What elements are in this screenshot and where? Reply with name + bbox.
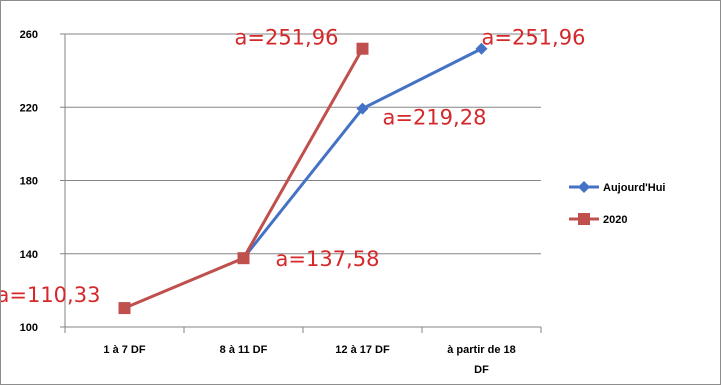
marker-square — [356, 42, 369, 55]
x-tick-label: à partir de 18 DF — [447, 344, 515, 376]
y-tick-label: 140 — [20, 249, 38, 261]
data-annotation: a=137,58 — [276, 247, 380, 271]
y-tick-label: 260 — [20, 29, 38, 41]
data-annotation: a=251,96 — [482, 26, 586, 50]
legend-item: Aujourd'Hui — [569, 181, 666, 194]
x-tick-label: 12 à 17 DF — [335, 344, 390, 356]
x-tick-label: 1 à 7 DF — [103, 344, 145, 356]
marker-square — [118, 302, 131, 315]
axes: 100 140 180 220 260 1 à 7 DF 8 à 11 DF 12 à 17 … — [20, 29, 542, 376]
y-tick-label: 180 — [20, 176, 38, 188]
marker-diamond — [475, 42, 488, 55]
series — [118, 42, 488, 315]
gridlines — [65, 33, 541, 255]
legend-label: Aujourd'Hui — [603, 182, 666, 194]
series-line — [242, 47, 483, 260]
y-tick-label: 100 — [20, 322, 38, 334]
marker-square — [578, 213, 590, 225]
x-tick-label: 8 à 11 DF — [220, 344, 268, 356]
series-aujourd-hui — [237, 42, 488, 265]
data-annotation: a=219,28 — [383, 106, 487, 130]
marker-diamond — [578, 181, 590, 193]
marker-square — [237, 252, 250, 265]
series-2020 — [118, 42, 369, 315]
annotations: a=251,96 a=251,96 a=219,28 a=137,58 a=110,33 — [1, 26, 585, 307]
marker-diamond — [356, 102, 369, 115]
legend: Aujourd'Hui 2020 — [569, 181, 666, 226]
data-annotation: a=251,96 — [235, 26, 339, 50]
y-tick-label: 220 — [20, 102, 38, 114]
data-annotation: a=110,33 — [1, 283, 100, 307]
legend-label: 2020 — [603, 214, 627, 226]
legend-item: 2020 — [569, 213, 627, 226]
